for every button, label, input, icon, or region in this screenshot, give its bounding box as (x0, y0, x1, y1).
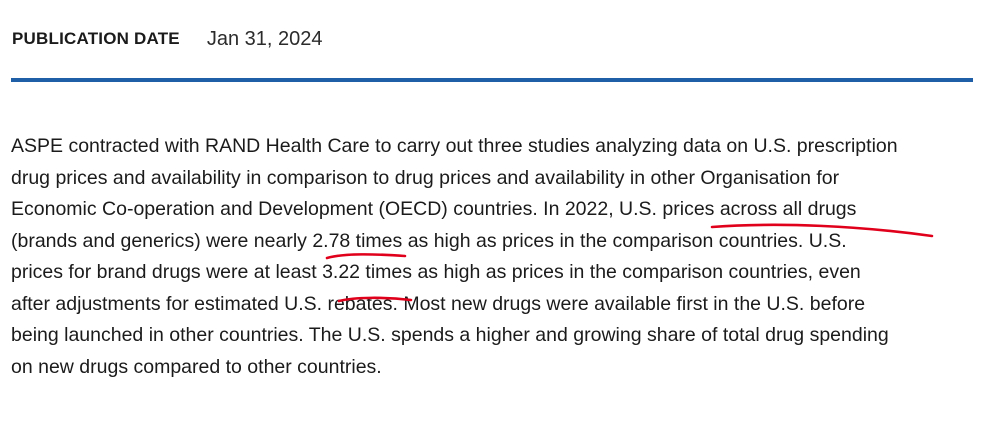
summary-line-2: drug prices and availability in comparis… (11, 166, 840, 189)
summary-line-4: (brands and generics) were nearly 2.78 t… (11, 229, 847, 252)
section-divider (11, 78, 973, 82)
summary-line-7: being launched in other countries. The U… (11, 324, 889, 346)
summary-line-6: after adjustments for estimated U.S. reb… (11, 292, 866, 315)
publication-date-row: PUBLICATION DATE Jan 31, 2024 (12, 24, 323, 54)
publication-date-label: PUBLICATION DATE (12, 29, 180, 48)
summary-line-8: on new drugs compared to other countries… (11, 355, 382, 378)
summary-line-5: prices for brand drugs were at least 3.2… (11, 261, 861, 283)
summary-line-1: ASPE contracted with RAND Health Care to… (11, 135, 898, 157)
publication-date-value: Jan 31, 2024 (206, 27, 323, 50)
summary-paragraph: ASPE contracted with RAND Health Care to… (11, 131, 986, 383)
summary-line-3: Economic Co-operation and Development (O… (11, 198, 857, 220)
